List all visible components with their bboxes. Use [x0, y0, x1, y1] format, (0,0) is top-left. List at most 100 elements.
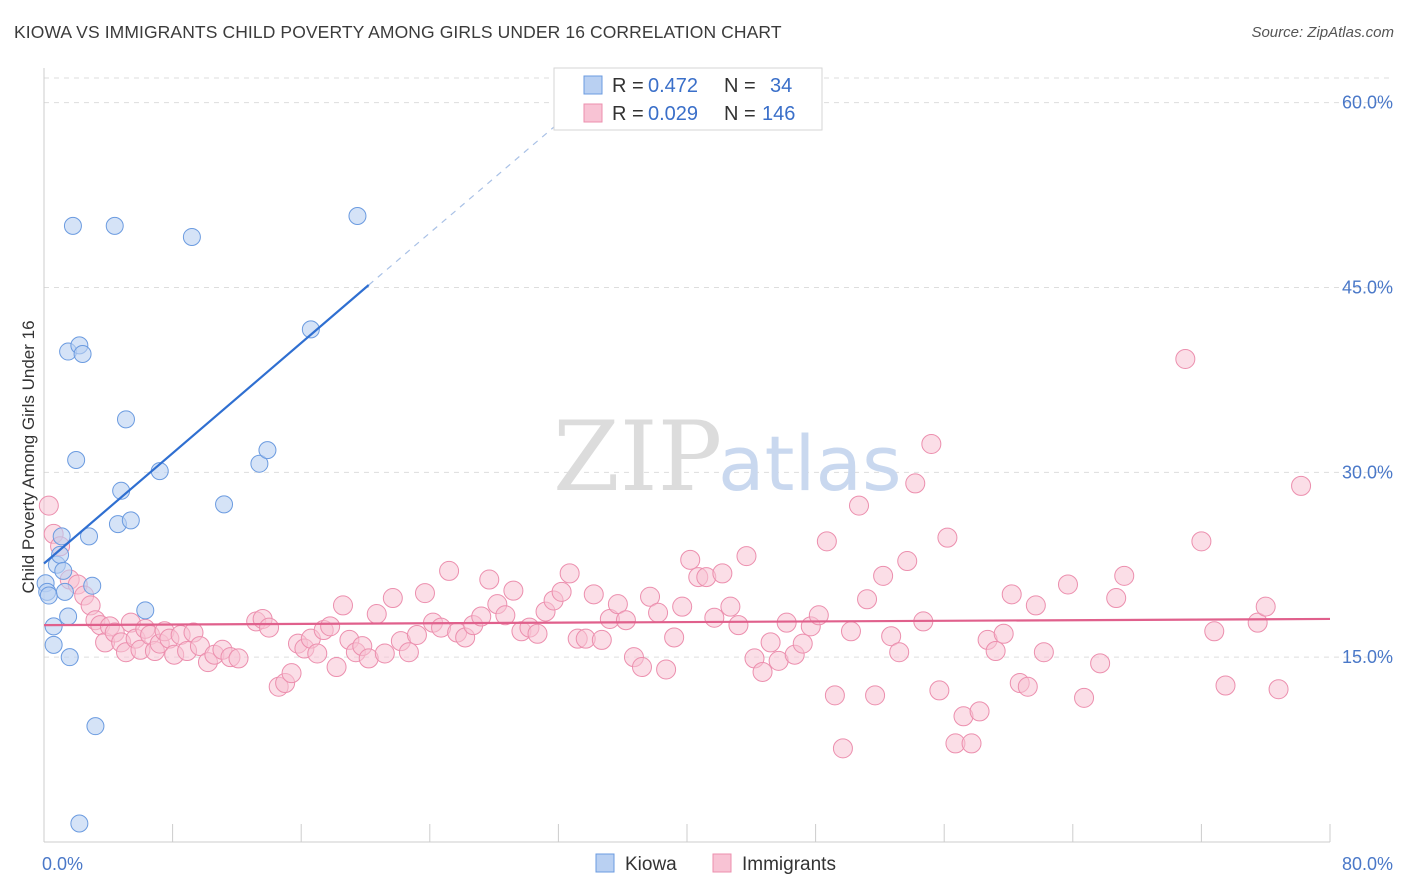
immigrants-point: [1090, 653, 1111, 674]
kiowa-point: [250, 454, 269, 473]
immigrants-point: [824, 685, 845, 706]
chart-title: KIOWA VS IMMIGRANTS CHILD POVERTY AMONG …: [14, 22, 782, 42]
immigrants-point: [495, 605, 516, 626]
legend-swatch-kiowa: [583, 75, 603, 95]
immigrants-point: [929, 680, 950, 701]
immigrants-point: [1255, 596, 1276, 617]
kiowa-point: [44, 617, 63, 636]
kiowa-point: [63, 216, 82, 235]
legend-n-label-1: N =: [724, 75, 756, 97]
y-tick-labels: 15.0% 30.0% 45.0% 60.0%: [1342, 93, 1393, 668]
immigrants-point: [1247, 612, 1268, 633]
immigrants-point: [38, 495, 59, 516]
immigrants-point: [382, 588, 403, 609]
immigrants-point: [664, 627, 685, 648]
kiowa-point: [182, 227, 201, 246]
kiowa-point: [52, 527, 71, 546]
immigrants-point: [792, 633, 813, 654]
immigrants-point: [1001, 584, 1022, 605]
immigrants-point: [752, 661, 773, 682]
immigrants-point: [736, 546, 757, 567]
x-tick-min: 0.0%: [42, 854, 83, 874]
immigrants-point: [439, 560, 460, 581]
immigrants-point: [712, 563, 733, 584]
legend-n-value-1: 34: [770, 75, 792, 97]
immigrants-point: [414, 583, 435, 604]
immigrants-point: [808, 605, 829, 626]
kiowa-point: [116, 410, 135, 429]
bottom-legend-immigrants: Immigrants: [742, 854, 836, 875]
kiowa-point: [70, 814, 89, 833]
immigrants-point: [551, 581, 572, 602]
immigrants-point: [921, 433, 942, 454]
kiowa-point: [67, 451, 86, 469]
immigrants-trend-line: [43, 617, 1331, 627]
kiowa-point: [86, 717, 105, 736]
immigrants-point: [889, 642, 910, 663]
immigrants-point: [398, 642, 419, 663]
immigrants-point: [1268, 679, 1289, 700]
immigrants-point: [704, 607, 725, 628]
immigrants-point: [374, 643, 395, 664]
kiowa-point: [105, 216, 124, 235]
immigrants-point: [672, 596, 693, 617]
kiowa-point: [348, 207, 367, 226]
immigrants-point: [1057, 574, 1078, 595]
kiowa-trend-line: [43, 284, 370, 565]
y-tick-label-3: 60.0%: [1342, 93, 1393, 113]
immigrants-point: [849, 495, 870, 516]
axes: [43, 68, 1331, 843]
immigrants-point: [503, 580, 524, 601]
immigrants-point: [897, 551, 918, 572]
immigrants-point: [1074, 687, 1095, 708]
immigrants-point: [648, 602, 669, 623]
immigrants-point: [1017, 676, 1038, 697]
bottom-legend-kiowa: Kiowa: [625, 854, 677, 875]
kiowa-point: [59, 607, 78, 626]
immigrants-point: [326, 657, 347, 678]
immigrants-point: [559, 563, 580, 584]
y-tick-label-1: 30.0%: [1342, 462, 1393, 482]
legend-r-value-1: 0.472: [648, 75, 698, 97]
kiowa-point: [54, 561, 73, 580]
immigrants-point: [640, 586, 661, 607]
immigrants-point: [591, 629, 612, 650]
immigrants-point: [631, 657, 652, 678]
immigrants-point: [1025, 595, 1046, 616]
y-axis-label: Child Poverty Among Girls Under 16: [19, 320, 38, 593]
y-tick-label-0: 15.0%: [1342, 647, 1393, 667]
immigrants-point: [228, 648, 249, 669]
immigrants-point: [320, 616, 341, 637]
legend-n-label-2: N =: [724, 103, 756, 125]
immigrants-point: [583, 584, 604, 605]
immigrants-point: [969, 701, 990, 722]
kiowa-point: [258, 441, 277, 460]
immigrants-point: [1114, 565, 1135, 586]
kiowa-point: [39, 586, 58, 605]
watermark-zip: ZIP: [553, 401, 722, 513]
x-tick-max: 80.0%: [1342, 854, 1393, 874]
immigrants-point: [865, 685, 886, 706]
kiowa-point: [301, 320, 320, 339]
immigrants-point: [760, 632, 781, 653]
immigrants-point: [615, 610, 636, 631]
immigrants-point: [332, 595, 353, 616]
immigrants-point: [816, 531, 837, 552]
immigrants-point: [680, 549, 701, 570]
bottom-legend-swatch-immigrants: [712, 853, 732, 873]
kiowa-point: [83, 576, 102, 595]
legend-n-value-2: 146: [762, 103, 795, 125]
y-tick-label-2: 45.0%: [1342, 277, 1393, 297]
source-label: Source: ZipAtlas.com: [1251, 24, 1394, 41]
kiowa-point: [136, 601, 155, 620]
immigrants-point: [479, 569, 500, 590]
immigrants-point: [1191, 531, 1212, 552]
legend-box: R = 0.472 N = 34 R = 0.029 N = 146: [553, 67, 823, 131]
immigrants-point: [406, 624, 427, 645]
immigrants-point: [656, 659, 677, 680]
kiowa-point: [73, 345, 92, 364]
trend-lines: [43, 114, 1331, 627]
legend-r-label-2: R =: [612, 103, 644, 125]
legend-swatch-immigrants: [583, 103, 603, 123]
